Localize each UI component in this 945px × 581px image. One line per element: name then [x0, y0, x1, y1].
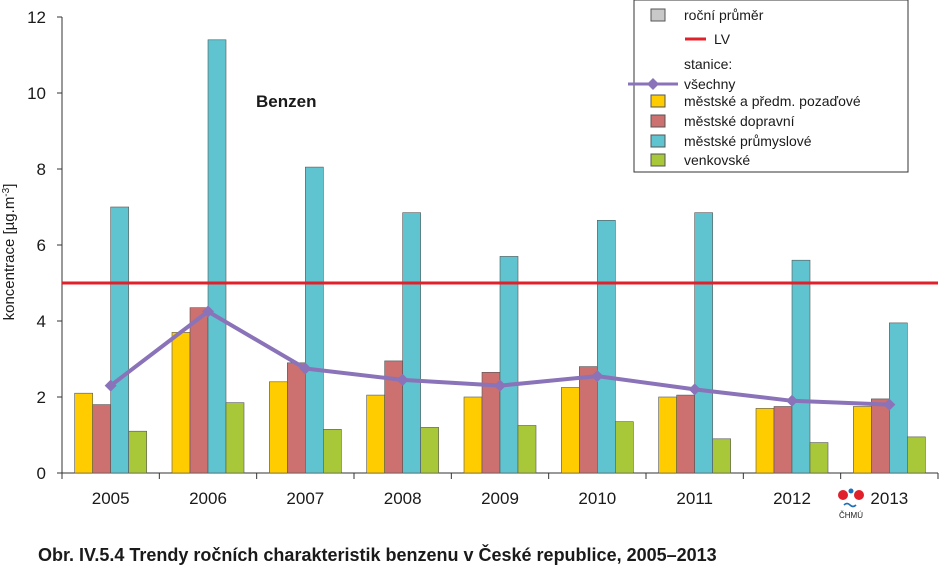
legend-urban-bg-label: městské a předm. pozaďové [684, 93, 861, 109]
bar [74, 392, 93, 474]
legend-annual-mean-swatch [650, 8, 666, 22]
x-tick-label: 2012 [773, 489, 811, 508]
logo-wave [843, 502, 857, 508]
x-tick-label: 2005 [92, 489, 130, 508]
x-axis: 2005 2006 2007 2008 2009 2010 2011 2012 2013 [61, 472, 939, 508]
logo-dot-red-left [838, 490, 848, 500]
x-tick-label: 2011 [676, 489, 713, 508]
bar [420, 427, 439, 474]
legend-rural-swatch [650, 153, 666, 167]
chmu-logo: ČHMÚ [838, 488, 864, 520]
y-tick-label: 10 [27, 84, 46, 103]
bar [712, 438, 731, 474]
y-axis-label: koncentrace [µg.m-3] [1, 184, 19, 321]
bar [110, 206, 129, 474]
bar [658, 396, 677, 474]
bar [773, 406, 793, 474]
bar [287, 362, 306, 474]
average-point [786, 394, 798, 407]
chart-annotation: Benzen [256, 92, 316, 111]
y-tick-label: 4 [37, 312, 46, 331]
bar [907, 436, 926, 474]
legend: roční průměr LV stanice: všechny městské… [628, 0, 909, 173]
bar [871, 398, 890, 474]
bar [517, 425, 537, 474]
bar [676, 394, 695, 474]
x-tick-label: 2006 [189, 489, 227, 508]
legend-all-swatch-marker [647, 78, 659, 90]
bar [889, 322, 908, 474]
y-axis-label-text: koncentrace [µg.m [1, 197, 18, 321]
x-tick-label: 2013 [870, 489, 908, 508]
legend-all-label: všechny [684, 76, 735, 92]
average-point [202, 305, 214, 318]
bar [269, 381, 288, 474]
y-tick-label: 2 [37, 388, 46, 407]
bar [561, 387, 580, 474]
average-point [688, 383, 701, 396]
y-tick-label: 8 [37, 160, 46, 179]
logo-dot-red-right [854, 490, 864, 500]
bars [74, 39, 926, 474]
bar [128, 430, 147, 474]
legend-annual-mean-label: roční průměr [684, 7, 764, 23]
legend-stations-heading: stanice: [684, 56, 732, 72]
legend-urban-traffic-swatch [650, 114, 666, 128]
y-tick-label: 6 [37, 236, 46, 255]
average-point [299, 362, 312, 375]
x-tick-label: 2008 [384, 489, 422, 508]
y-axis-label-tail: ] [1, 184, 18, 188]
x-tick-label: 2010 [578, 489, 616, 508]
bar [366, 394, 385, 474]
bar [499, 256, 519, 474]
bar [225, 402, 245, 474]
y-axis-label-sup: -3 [1, 187, 12, 196]
bar [809, 442, 829, 474]
average-point [591, 370, 604, 383]
legend-lv-label: LV [714, 31, 731, 47]
bar [694, 212, 713, 474]
bar [579, 366, 598, 474]
bar [755, 408, 775, 474]
legend-urban-traffic-label: městské dopravní [684, 113, 795, 129]
bar [92, 404, 111, 474]
bar [853, 406, 872, 474]
y-tick-label: 0 [37, 464, 46, 483]
logo-text: ČHMÚ [839, 511, 863, 520]
bar [615, 421, 634, 474]
logo-dot-blue [848, 488, 854, 494]
bar [323, 428, 342, 474]
x-tick-label: 2009 [481, 489, 519, 508]
bar [791, 259, 811, 474]
average-point [104, 379, 117, 392]
bar [171, 332, 191, 474]
figure-caption: Obr. IV.5.4 Trendy ročních charakteristi… [38, 545, 717, 565]
y-axis: 0 2 4 6 8 10 12 [27, 8, 63, 483]
bar [207, 39, 227, 474]
average-point [494, 379, 506, 392]
bar [189, 307, 209, 474]
bar [463, 396, 483, 474]
legend-rural-label: venkovské [684, 152, 750, 168]
average-line-group [104, 305, 896, 411]
bar [305, 166, 324, 474]
legend-urban-bg-swatch [650, 94, 666, 108]
bar [402, 212, 421, 474]
x-tick-label: 2007 [286, 489, 324, 508]
legend-box [633, 0, 909, 173]
legend-urban-industrial-swatch [650, 134, 666, 148]
legend-urban-industrial-label: městské průmyslové [684, 133, 812, 149]
bar [597, 220, 616, 474]
average-point [396, 373, 409, 386]
average-point [883, 398, 896, 411]
y-tick-label: 12 [27, 8, 46, 27]
